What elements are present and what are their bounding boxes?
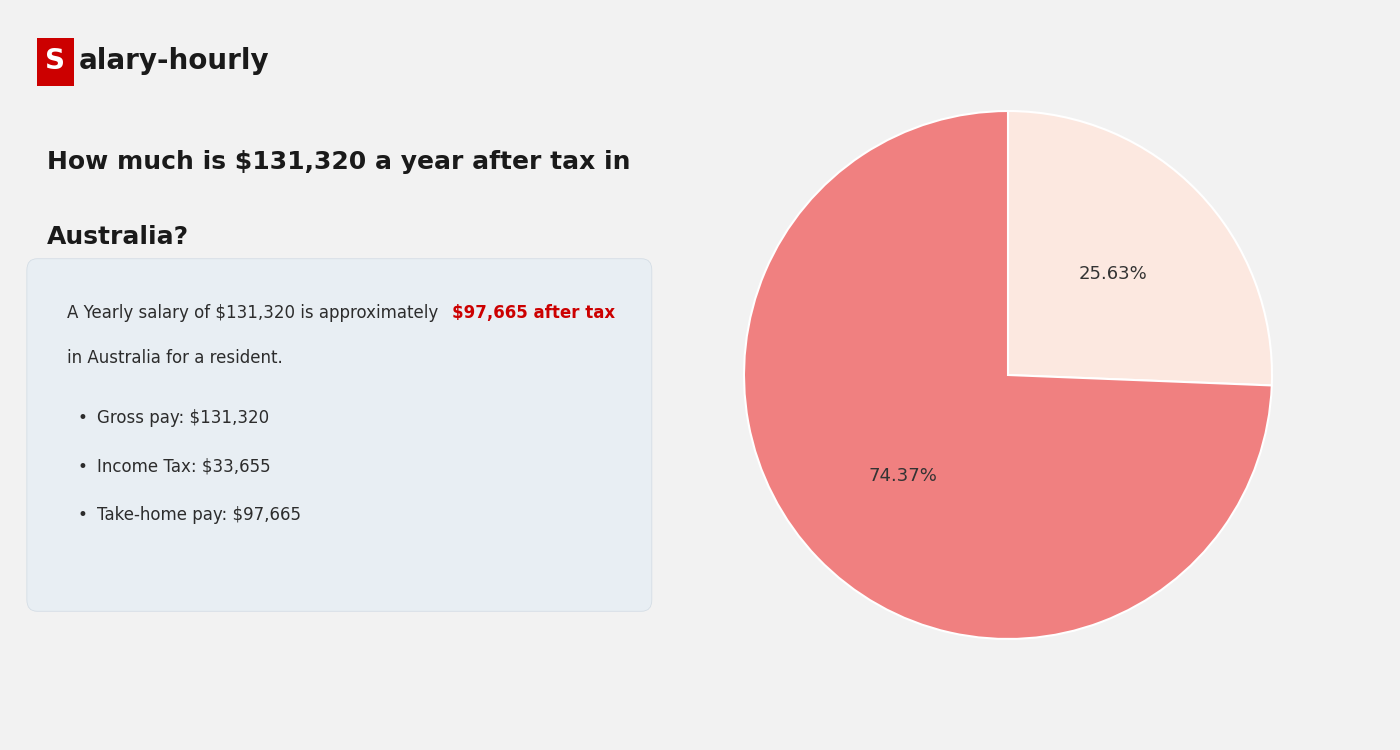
Text: alary-hourly: alary-hourly	[78, 46, 269, 75]
FancyBboxPatch shape	[27, 259, 652, 611]
Text: S: S	[45, 46, 66, 75]
Legend: Income Tax, Take-home Pay: Income Tax, Take-home Pay	[832, 0, 1184, 6]
Wedge shape	[1008, 111, 1273, 386]
Text: •: •	[77, 506, 87, 524]
FancyBboxPatch shape	[36, 38, 74, 86]
Text: Income Tax: $33,655: Income Tax: $33,655	[98, 458, 272, 476]
Text: How much is $131,320 a year after tax in: How much is $131,320 a year after tax in	[48, 150, 630, 174]
Text: A Yearly salary of $131,320 is approximately: A Yearly salary of $131,320 is approxima…	[67, 304, 444, 322]
Text: •: •	[77, 409, 87, 427]
Text: $97,665 after tax: $97,665 after tax	[452, 304, 615, 322]
Text: •: •	[77, 458, 87, 476]
Text: 25.63%: 25.63%	[1078, 266, 1147, 284]
Wedge shape	[743, 111, 1271, 639]
Text: Australia?: Australia?	[48, 225, 189, 249]
Text: Gross pay: $131,320: Gross pay: $131,320	[98, 409, 270, 427]
Text: 74.37%: 74.37%	[869, 466, 938, 484]
Text: in Australia for a resident.: in Australia for a resident.	[67, 349, 283, 367]
Text: Take-home pay: $97,665: Take-home pay: $97,665	[98, 506, 301, 524]
